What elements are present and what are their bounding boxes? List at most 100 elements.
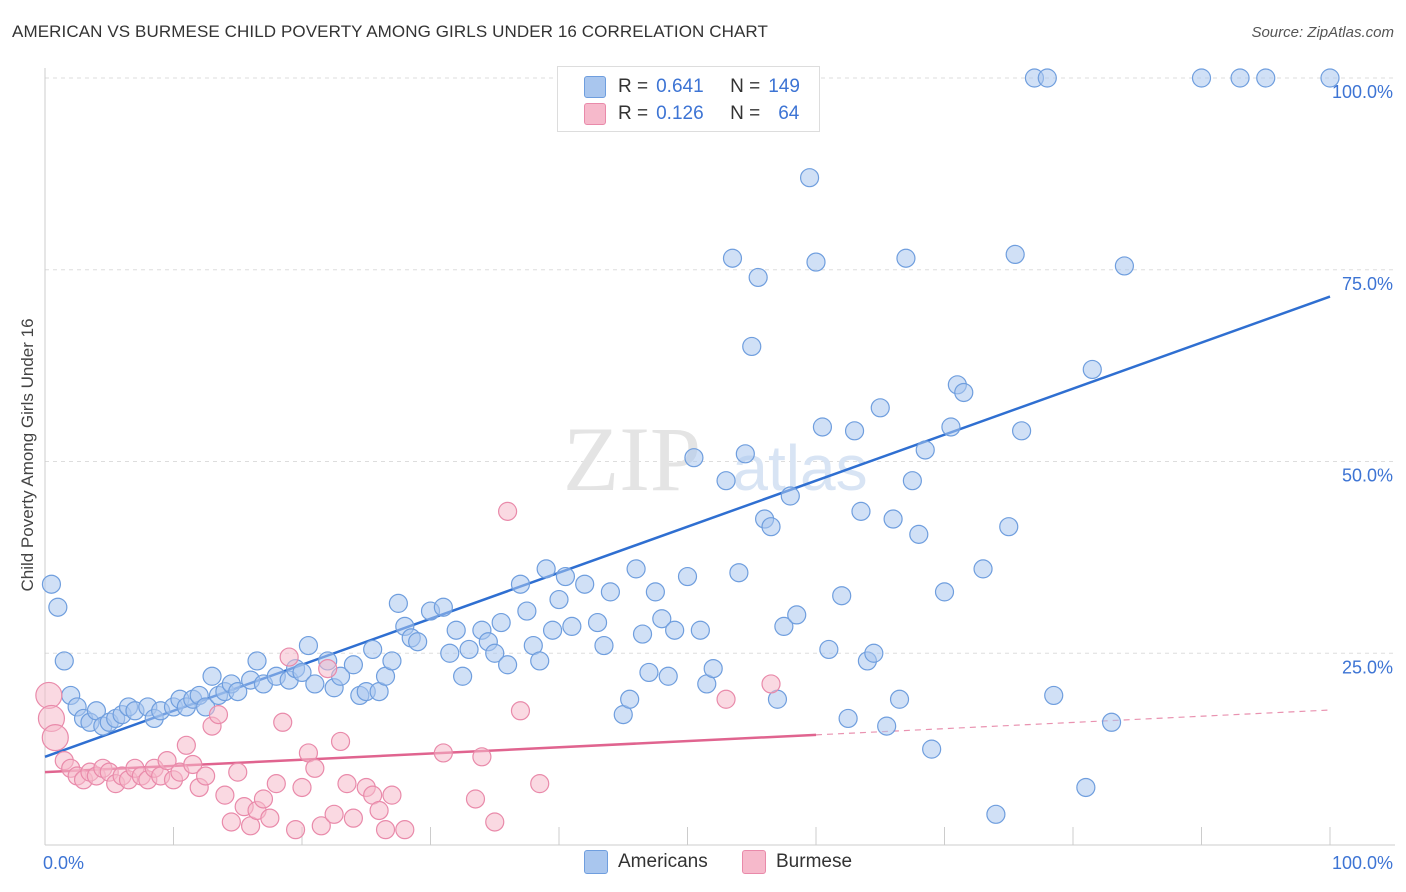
americans-point [1114, 256, 1135, 276]
burmese-point [330, 731, 351, 752]
americans-point [703, 658, 723, 679]
americans-point [542, 620, 563, 640]
burmese-point [530, 774, 550, 794]
americans-point [343, 655, 363, 675]
tick-labels: 25.0% 50.0% 75.0% 100.0% 0.0% 100.0% [43, 82, 1393, 873]
americans-point [388, 593, 408, 613]
burmese-legend-swatch [742, 850, 766, 874]
burmese-point [35, 681, 63, 710]
americans-legend-swatch [584, 850, 608, 874]
americans-point [575, 574, 595, 594]
americans-point [1044, 685, 1064, 706]
americans-point [48, 597, 68, 617]
burmese-point [343, 808, 363, 828]
burmese-point [215, 785, 235, 805]
burmese-point [253, 789, 274, 809]
n-value: 64 [778, 103, 800, 124]
x-tick-label-max: 100.0% [1332, 853, 1393, 873]
watermark: ZIP atlas [563, 408, 868, 510]
axes [44, 68, 1395, 846]
americans-point [838, 708, 858, 729]
burmese-point [395, 820, 415, 840]
americans-point [626, 559, 646, 579]
burmese-point [311, 816, 331, 836]
n-label: N = [730, 76, 761, 97]
data-points [35, 68, 1340, 840]
americans-point [1256, 68, 1276, 88]
burmese-point [382, 785, 402, 805]
americans-point [883, 509, 903, 529]
burmese-point [305, 758, 325, 778]
r-label: R = [618, 103, 649, 124]
americans-point [896, 248, 916, 268]
burmese-point [196, 766, 216, 786]
americans-point [1005, 244, 1025, 265]
americans-point [909, 524, 929, 544]
americans-point [510, 574, 531, 594]
americans-point [851, 501, 871, 521]
americans-point [228, 681, 248, 702]
americans-point [1320, 68, 1340, 88]
americans-point [1011, 421, 1032, 441]
americans-point [986, 804, 1006, 824]
burmese-point [266, 774, 286, 794]
y-tick-label: 75.0% [1342, 274, 1393, 294]
burmese-point [369, 800, 389, 821]
r-value: 0.126 [656, 103, 704, 124]
americans-point [870, 398, 890, 418]
americans-point [530, 651, 550, 671]
americans-point [41, 574, 62, 594]
americans-point [677, 566, 698, 587]
americans-point [298, 635, 319, 656]
americans-point [363, 639, 383, 660]
americans-point [1101, 712, 1122, 732]
y-tick-label: 100.0% [1332, 82, 1393, 102]
americans-point [600, 582, 621, 602]
americans-point [658, 666, 678, 686]
americans-point [915, 440, 935, 460]
americans-point [774, 616, 794, 637]
r-label: R = [618, 76, 649, 97]
americans-point [1082, 359, 1102, 380]
burmese-point [228, 762, 248, 782]
grid-lines [45, 77, 1395, 654]
n-value: 149 [768, 76, 800, 97]
americans-point [819, 639, 839, 660]
americans-point [652, 609, 672, 629]
americans-point [54, 651, 74, 671]
americans-point [761, 517, 781, 537]
americans-point [742, 336, 762, 357]
burmese-point [761, 674, 781, 694]
americans-swatch [584, 76, 606, 98]
americans-point [446, 620, 466, 640]
americans-point [934, 582, 955, 602]
americans-point [247, 651, 267, 671]
americans-point [844, 421, 865, 441]
americans-point [305, 674, 325, 694]
burmese-trend-line-extension [815, 709, 1331, 736]
americans-point [1230, 68, 1250, 88]
burmese-point [221, 812, 241, 832]
x-tick-label-min: 0.0% [43, 853, 84, 873]
burmese-point [183, 754, 203, 775]
burmese-point [498, 501, 518, 521]
americans-point [735, 444, 755, 464]
americans-point [922, 739, 942, 759]
burmese-point [337, 774, 357, 794]
americans-point [864, 643, 884, 663]
americans-point [498, 655, 518, 675]
r-value: 0.641 [656, 76, 704, 97]
americans-point [453, 666, 473, 686]
americans-point [806, 252, 826, 272]
burmese-point [510, 701, 531, 721]
burmese-point [716, 689, 736, 709]
americans-point [440, 643, 460, 663]
americans-point [549, 589, 569, 610]
americans-point [594, 635, 614, 656]
americans-point [973, 559, 993, 579]
burmese-point [465, 789, 486, 809]
watermark-zip: ZIP [563, 408, 701, 510]
stats-legend: R = 0.641 N = 149 R = 0.126 N = 64 [557, 66, 820, 132]
americans-point [1037, 68, 1057, 88]
americans-point [202, 666, 222, 686]
